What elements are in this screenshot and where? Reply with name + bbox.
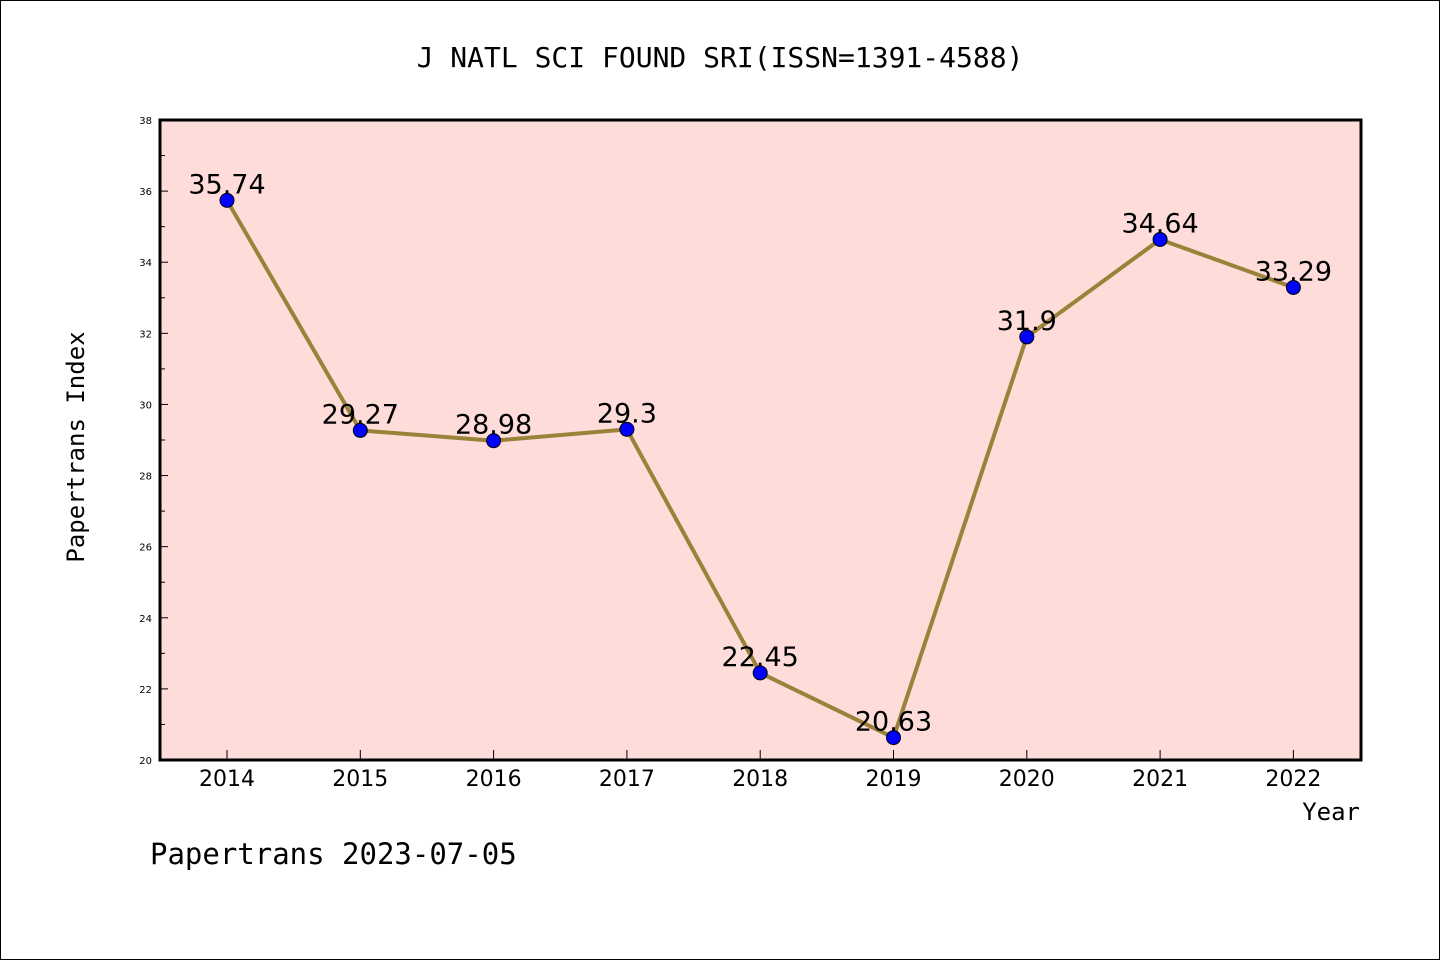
series-group: 35.74 29.27 28.98 29.3 22.45 20.63 31.9 34.64 33… — [188, 169, 1332, 746]
data-point — [752, 665, 768, 681]
x-tick-label: 2021 — [1132, 767, 1188, 792]
x-tick-label: 2014 — [199, 767, 255, 792]
y-tick-label: 38 — [139, 116, 152, 127]
data-point — [1019, 329, 1035, 345]
plot-border — [158, 118, 1363, 762]
plot-area — [160, 120, 1361, 760]
data-label: 33.29 — [1255, 256, 1332, 287]
x-tick-label: 2016 — [466, 767, 522, 792]
x-tick-label: 2015 — [332, 767, 388, 792]
x-tick-label: 2018 — [732, 767, 788, 792]
y-tick-label: 24 — [139, 614, 152, 625]
data-point — [1152, 231, 1168, 247]
y-tick-label: 30 — [139, 400, 152, 411]
data-label: 35.74 — [188, 169, 265, 200]
y-axis-label: Papertrans Index — [62, 331, 90, 562]
data-label: 28.98 — [455, 410, 532, 441]
y-tick-label: 34 — [139, 258, 152, 269]
x-tick-label: 2017 — [599, 767, 655, 792]
data-point — [219, 192, 235, 208]
data-label: 34.64 — [1121, 208, 1198, 239]
y-tick-label: 22 — [139, 685, 152, 696]
data-label: 31.9 — [997, 306, 1057, 337]
data-label: 29.27 — [322, 399, 399, 430]
x-tick-label: 2019 — [866, 767, 922, 792]
y-tick-label: 32 — [139, 329, 152, 340]
data-label: 29.3 — [597, 398, 657, 429]
y-tick-label: 26 — [139, 543, 152, 554]
x-tick-label: 2020 — [999, 767, 1055, 792]
y-tick-label: 36 — [139, 187, 152, 198]
data-point — [352, 422, 368, 438]
data-point — [486, 433, 502, 449]
chart-title: J NATL SCI FOUND SRI(ISSN=1391-4588) — [417, 41, 1024, 74]
data-point — [886, 730, 901, 746]
x-tick-label: 2022 — [1265, 767, 1321, 792]
data-point — [1285, 279, 1301, 295]
data-label: 20.63 — [855, 707, 932, 738]
x-axis: 2014 2015 2016 2017 2018 2019 2020 2021 2022 — [199, 750, 1321, 792]
y-tick-label: 20 — [139, 756, 152, 767]
data-label: 22.45 — [722, 642, 799, 673]
y-tick-label: 28 — [139, 472, 152, 483]
x-axis-label: Year — [1302, 798, 1360, 826]
data-point — [619, 421, 635, 437]
watermark-text: Papertrans 2023-07-05 — [150, 837, 517, 871]
